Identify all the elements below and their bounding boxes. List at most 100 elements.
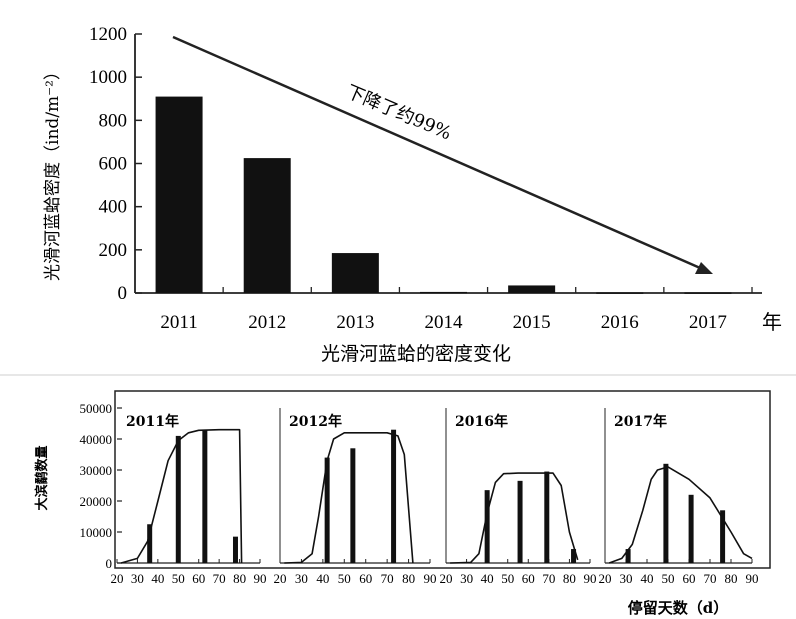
stopover-bar (544, 471, 550, 563)
stopover-panel: 20 30 40 50 60 70 80 90 2011年 (111, 413, 267, 586)
stopover-panel-title: 2017年 (614, 413, 667, 430)
stopover-x-tick-label: 90 (424, 571, 437, 586)
density-x-unit: 年 (762, 310, 782, 334)
density-y-tick-label: 400 (99, 197, 128, 218)
stopover-bar (175, 435, 181, 563)
density-bar (155, 96, 203, 293)
density-y-tick-label: 0 (118, 283, 128, 304)
density-x-tick-label: 2011 (160, 312, 197, 333)
stopover-x-tick-label: 70 (213, 571, 226, 586)
density-bar (596, 292, 644, 294)
stopover-y-tick-label: 40000 (80, 432, 113, 447)
stopover-x-tick-label: 60 (522, 571, 535, 586)
density-x-tick-label: 2013 (336, 312, 374, 333)
stopover-x-tick-label: 70 (542, 571, 555, 586)
stopover-y-tick-label: 10000 (80, 525, 113, 540)
stopover-x-tick-label: 40 (151, 571, 164, 586)
stopover-curve (120, 428, 243, 564)
stopover-panel: 20 30 40 50 60 70 80 90 2017年 (599, 408, 759, 586)
stopover-panel-title: 2016年 (455, 413, 508, 430)
density-y-tick-label: 1000 (89, 67, 127, 88)
density-x-tick-label: 2015 (513, 312, 551, 333)
stopover-x-tick-label: 30 (620, 571, 633, 586)
stopover-y-tick-label: 0 (106, 556, 113, 571)
stopover-bar (147, 524, 153, 563)
stopover-bar (350, 448, 356, 563)
stopover-x-tick-label: 20 (599, 571, 612, 586)
stopover-x-axis-label: 停留天数（d） (628, 599, 729, 617)
stopover-x-tick-label: 30 (460, 571, 473, 586)
stopover-x-tick-label: 80 (725, 571, 738, 586)
stopover-x-tick-label: 50 (172, 571, 185, 586)
stopover-bar (720, 510, 726, 563)
stopover-x-tick-label: 50 (662, 571, 675, 586)
density-bar (243, 158, 291, 293)
stopover-curve (284, 432, 414, 564)
panels-frame (114, 390, 771, 569)
stopover-x-tick-label: 90 (746, 571, 759, 586)
density-x-axis-label: 光滑河蓝蛤的密度变化 (321, 343, 511, 365)
stopover-curve (608, 466, 753, 564)
stopover-panel-title: 2011年 (126, 413, 179, 430)
stopover-panel-title: 2012年 (289, 413, 342, 430)
stopover-y-tick-label: 30000 (80, 463, 113, 478)
stopover-x-tick-label: 80 (402, 571, 415, 586)
stopover-bar (232, 536, 238, 563)
stopover-x-tick-label: 20 (440, 571, 453, 586)
density-y-axis-label: 光滑河蓝蛤密度（ind/m⁻²） (43, 63, 63, 281)
stopover-bar (517, 480, 523, 563)
stopover-x-tick-label: 30 (295, 571, 308, 586)
stopover-x-tick-label: 70 (704, 571, 717, 586)
stopover-x-tick-label: 60 (359, 571, 372, 586)
density-x-tick-label: 2012 (248, 312, 286, 333)
density-bar (420, 291, 467, 294)
stopover-bar (625, 549, 631, 563)
stopover-bar (663, 463, 669, 563)
density-y-tick-label: 600 (99, 154, 128, 175)
stopover-x-tick-label: 90 (254, 571, 267, 586)
density-bar (684, 292, 732, 294)
density-y-tick-label: 800 (99, 110, 128, 131)
density-bar (508, 285, 556, 293)
stopover-x-tick-label: 50 (501, 571, 514, 586)
stopover-y-ticks: 0 10000 20000 30000 40000 50000 (80, 401, 122, 571)
stopover-x-tick-label: 90 (584, 571, 597, 586)
stopover-x-tick-label: 40 (316, 571, 329, 586)
density-y-ticks: 0 200 400 600 800 1000 1200 (89, 24, 142, 304)
stopover-bar (391, 429, 397, 563)
stopover-bar (688, 494, 694, 563)
density-x-tick-label: 2017 (689, 312, 727, 333)
density-y-tick-label: 1200 (89, 24, 127, 45)
decline-arrow (172, 35, 713, 274)
stopover-panel: 20 30 40 50 60 70 80 90 2012年 (274, 408, 437, 586)
stopover-x-tick-label: 50 (338, 571, 351, 586)
stopover-x-tick-label: 30 (131, 571, 144, 586)
stopover-bar (571, 549, 577, 563)
stopover-y-tick-label: 50000 (80, 401, 113, 416)
stopover-x-tick-label: 70 (381, 571, 394, 586)
stopover-bar (324, 457, 330, 563)
stopover-panel: 20 30 40 50 60 70 80 90 2016年 (440, 408, 597, 586)
stopover-x-tick-label: 60 (192, 571, 205, 586)
stopover-bar (484, 490, 490, 563)
stopover-x-tick-label: 80 (233, 571, 246, 586)
density-x-ticks: 2011 2012 2013 2014 2015 2016 2017 (160, 287, 753, 333)
stopover-panel-group: 20 30 40 50 60 70 80 90 2011年 20 30 40 50 60 70 80 90 201… (111, 408, 759, 586)
stopover-y-tick-label: 20000 (80, 494, 113, 509)
density-y-tick-label: 200 (99, 240, 128, 261)
density-bar (331, 253, 379, 293)
stopover-x-tick-label: 40 (641, 571, 654, 586)
stopover-y-axis-label: 大滨鹬数量 (34, 445, 50, 510)
stopover-curve (450, 472, 579, 564)
density-bars (155, 96, 732, 294)
stopover-x-tick-label: 40 (481, 571, 494, 586)
stopover-panels: 0 10000 20000 30000 40000 50000 20 30 40 50 60 70 8… (34, 390, 771, 617)
density-x-tick-label: 2016 (601, 312, 639, 333)
density-x-tick-label: 2014 (425, 312, 464, 333)
stopover-x-tick-label: 20 (111, 571, 124, 586)
stopover-x-tick-label: 60 (683, 571, 696, 586)
stopover-x-tick-label: 80 (563, 571, 576, 586)
stopover-bar (202, 429, 208, 563)
